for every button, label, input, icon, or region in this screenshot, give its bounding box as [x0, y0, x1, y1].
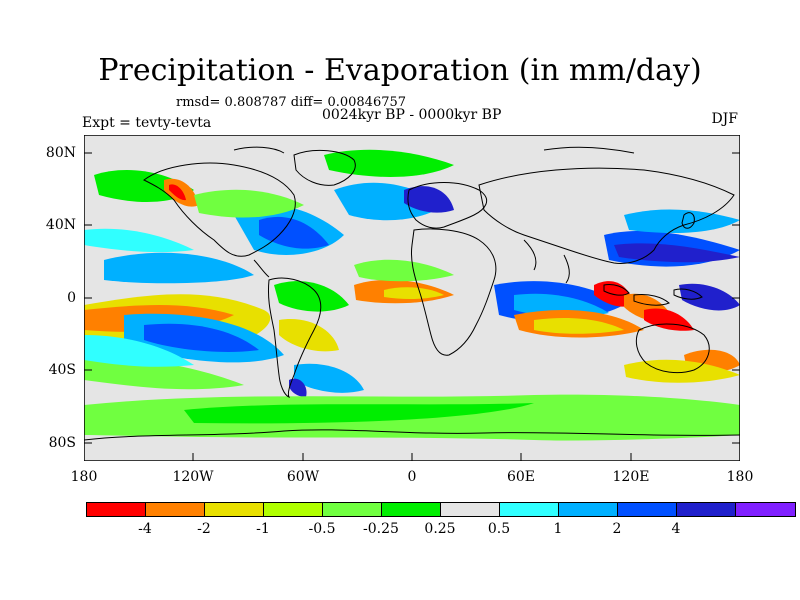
- map-field: [84, 135, 740, 461]
- lat-label-0: 0: [67, 290, 76, 306]
- season-label: DJF: [711, 111, 738, 127]
- lon-label-60w: 60W: [286, 469, 320, 485]
- colorbar-label: 0.5: [487, 521, 511, 537]
- map-title: Precipitation - Evaporation (in mm/day): [98, 53, 702, 88]
- colorbar-label: -0.25: [363, 521, 399, 537]
- colorbar-cell: [146, 503, 205, 516]
- lon-label-60e: 60E: [506, 469, 536, 485]
- colorbar-cell: [382, 503, 441, 516]
- axis-ticks: [84, 152, 740, 461]
- colorbar-label: -2: [197, 521, 211, 537]
- lat-label-40n: 40N: [45, 217, 76, 233]
- experiment-label: Expt = tevty-tevta: [82, 115, 212, 131]
- colorbar-cell: [618, 503, 677, 516]
- lon-label-180w: 180: [70, 469, 98, 485]
- lon-label-120e: 120E: [612, 469, 650, 485]
- lon-label-180e: 180: [726, 469, 754, 485]
- field-anomalies: [84, 149, 740, 461]
- colorbar-cell: [736, 503, 795, 516]
- colorbar-cell: [323, 503, 382, 516]
- colorbar-cell: [559, 503, 618, 516]
- colorbar: [86, 502, 796, 517]
- colorbar-cell: [441, 503, 500, 516]
- lat-label-40s: 40S: [48, 362, 76, 378]
- colorbar-label: -4: [138, 521, 152, 537]
- colorbar-cell: [264, 503, 323, 516]
- lat-label-80s: 80S: [48, 435, 76, 451]
- colorbar-label: 1: [553, 521, 563, 537]
- colorbar-cell: [500, 503, 559, 516]
- colorbar-cell: [87, 503, 146, 516]
- stats-label: rmsd= 0.808787 diff= 0.00846757: [176, 95, 407, 110]
- colorbar-label: 2: [612, 521, 622, 537]
- period-label: 0024kyr BP - 0000kyr BP: [322, 107, 502, 123]
- lon-label-120w: 120W: [172, 469, 214, 485]
- colorbar-label: -0.5: [308, 521, 336, 537]
- coastlines: [84, 146, 740, 441]
- map-panel: [84, 135, 740, 461]
- lat-label-80n: 80N: [45, 145, 76, 161]
- colorbar-label: 0.25: [424, 521, 456, 537]
- lon-label-0: 0: [407, 469, 417, 485]
- colorbar-cell: [205, 503, 264, 516]
- colorbar-cell: [677, 503, 736, 516]
- colorbar-label: -1: [256, 521, 270, 537]
- colorbar-label: 4: [671, 521, 681, 537]
